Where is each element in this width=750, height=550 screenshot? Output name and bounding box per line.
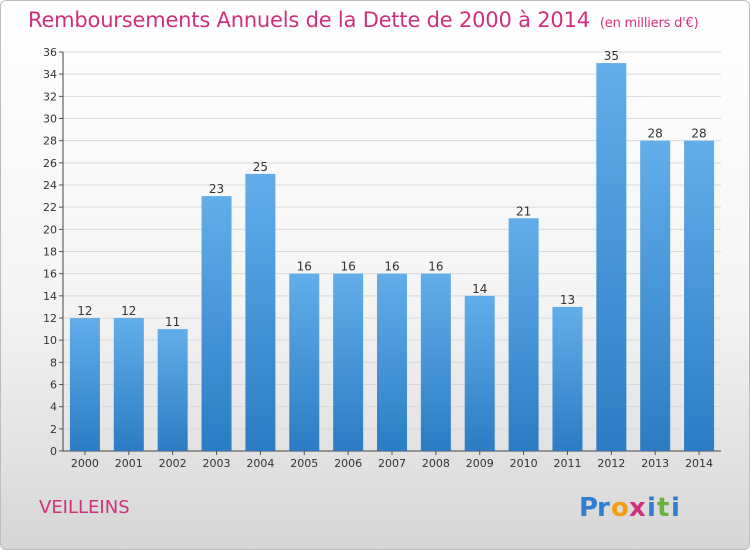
x-tick-label-2014: 2014 [685,457,713,470]
bar-2011 [552,306,583,451]
logo-letter: t [657,493,669,523]
bar-2006 [333,273,364,451]
x-tick-label-2008: 2008 [422,457,450,470]
data-label-2008: 16 [428,260,443,274]
bars [69,63,715,451]
y-tick-label: 20 [43,223,57,236]
y-tick-label: 32 [43,90,57,103]
y-tick-label: 14 [43,290,57,303]
x-tick-label-2005: 2005 [290,457,318,470]
bar-2010 [508,218,539,451]
bar-2012 [596,63,627,451]
x-tick-label-2009: 2009 [466,457,494,470]
data-label-2013: 28 [648,127,663,141]
labels: 0246810121416182022242628303234361220001… [43,46,713,470]
data-label-2012: 35 [604,49,619,63]
data-label-2007: 16 [384,260,399,274]
x-tick-label-2002: 2002 [159,457,187,470]
y-tick-label: 4 [50,401,57,414]
y-tick-label: 24 [43,179,57,192]
data-label-2010: 21 [516,204,531,218]
x-tick-label-2000: 2000 [71,457,99,470]
y-tick-label: 6 [50,379,57,392]
y-tick-label: 30 [43,113,57,126]
bar-2000 [69,318,100,451]
y-tick-label: 28 [43,135,57,148]
bar-2007 [377,273,407,451]
x-tick-label-2007: 2007 [378,457,406,470]
bar-2002 [157,329,188,451]
logo-letter: i [647,493,656,523]
bar-2009 [464,295,495,451]
bar-2001 [113,318,144,451]
data-label-2003: 23 [209,182,224,196]
y-tick-label: 2 [50,423,57,436]
y-tick-label: 16 [43,268,57,281]
data-label-2009: 14 [472,282,487,296]
data-label-2006: 16 [340,260,355,274]
y-tick-label: 12 [43,312,57,325]
data-label-2014: 28 [691,127,706,141]
y-tick-label: 18 [43,246,57,259]
data-label-2004: 25 [253,160,268,174]
x-tick-label-2012: 2012 [597,457,625,470]
y-tick-label: 10 [43,334,57,347]
title-text: Remboursements Annuels de la Dette de 20… [28,8,590,32]
y-tick-label: 36 [43,46,57,59]
y-tick-label: 8 [50,356,57,369]
bar-2003 [201,196,232,451]
data-label-2002: 11 [165,315,180,329]
logo-letter: x [629,493,646,523]
logo-letter: o [611,493,629,523]
y-tick-label: 0 [50,445,57,458]
bar-2013 [640,140,671,451]
chart-title: Remboursements Annuels de la Dette de 20… [28,8,699,32]
logo-letter: r [597,493,610,523]
data-label-2005: 16 [297,260,312,274]
y-tick-label: 26 [43,157,57,170]
y-tick-label: 34 [43,68,57,81]
data-label-2011: 13 [560,293,575,307]
x-tick-label-2013: 2013 [641,457,669,470]
x-tick-label-2003: 2003 [203,457,231,470]
x-tick-label-2004: 2004 [246,457,274,470]
logo-letter: i [671,493,680,523]
proxiti-logo: Pr o x i t i [579,493,680,523]
x-tick-label-2001: 2001 [115,457,143,470]
x-tick-label-2010: 2010 [510,457,538,470]
data-label-2000: 12 [77,304,92,318]
bar-2005 [289,273,320,451]
commune-name: VEILLEINS [39,497,130,518]
bar-2014 [684,140,715,451]
data-label-2001: 12 [121,304,136,318]
title-unit: (en milliers d'€) [599,16,699,31]
bar-2008 [420,273,451,451]
x-tick-label-2011: 2011 [553,457,581,470]
bar-2004 [245,173,276,451]
x-tick-label-2006: 2006 [334,457,362,470]
y-tick-label: 22 [43,201,57,214]
logo-letter: P [579,493,598,523]
